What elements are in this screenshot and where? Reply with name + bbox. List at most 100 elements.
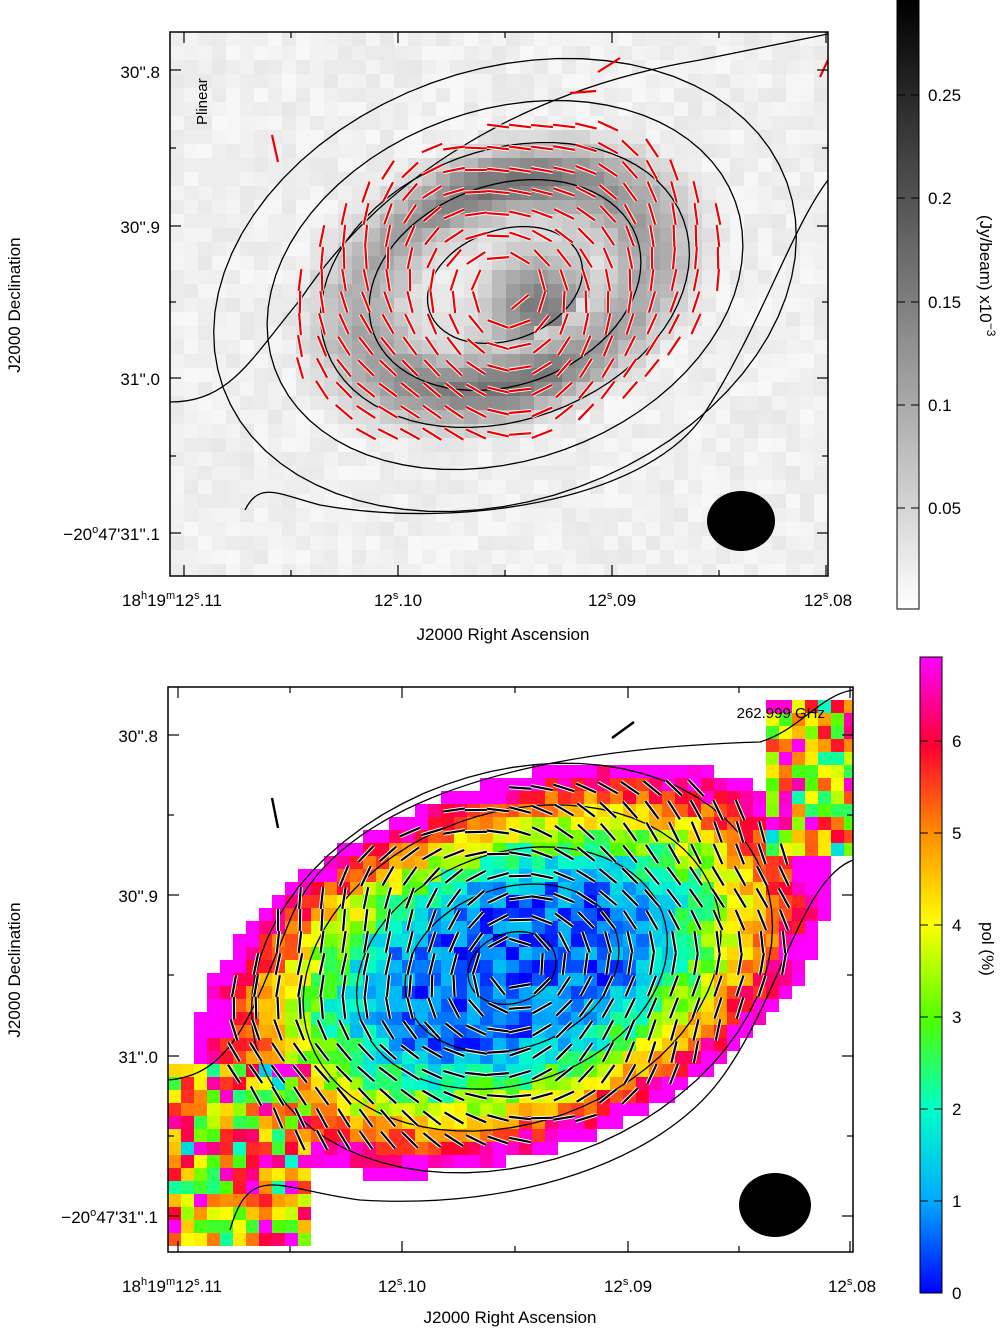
- bottom-image-pixel: [506, 1103, 519, 1116]
- top-vector: [423, 359, 441, 377]
- top-image-pixel: [184, 242, 198, 256]
- bottom-image-pixel: [493, 817, 506, 830]
- bottom-image-pixel: [168, 1116, 181, 1129]
- top-image-pixel: [772, 536, 786, 550]
- top-image-pixel: [408, 74, 422, 88]
- top-image-pixel: [170, 144, 184, 158]
- top-vector: [714, 203, 722, 225]
- top-image-pixel: [660, 88, 674, 102]
- top-image-pixel: [296, 228, 310, 242]
- top-image-pixel: [268, 396, 282, 410]
- bottom-vector: [646, 1063, 658, 1085]
- bottom-image-pixel: [298, 1077, 311, 1090]
- top-image-pixel: [240, 200, 254, 214]
- top-image-pixel: [730, 326, 744, 340]
- top-image-pixel: [800, 32, 814, 46]
- top-image-pixel: [758, 214, 772, 228]
- top-image-pixel: [548, 60, 562, 74]
- top-image-pixel: [492, 32, 506, 46]
- bottom-image-pixel: [584, 765, 597, 778]
- bottom-x-tick-label: 12s.10: [378, 1276, 426, 1296]
- bottom-image-pixel: [350, 908, 363, 921]
- top-image-pixel: [702, 186, 716, 200]
- top-image-pixel: [184, 354, 198, 368]
- bottom-vector: [421, 1068, 443, 1080]
- top-vector: [553, 187, 575, 197]
- top-image-pixel: [184, 102, 198, 116]
- top-image-pixel: [282, 522, 296, 536]
- top-image-pixel: [212, 494, 226, 508]
- bottom-image-pixel: [558, 1077, 571, 1090]
- bottom-vector: [314, 1042, 330, 1062]
- bottom-image-pixel: [233, 1181, 246, 1194]
- top-image-pixel: [436, 522, 450, 536]
- top-image-pixel: [450, 368, 464, 382]
- top-image-pixel: [618, 88, 632, 102]
- bottom-image-pixel: [792, 791, 805, 804]
- top-image-pixel: [296, 424, 310, 438]
- top-image-pixel: [492, 396, 506, 410]
- top-image-pixel: [436, 88, 450, 102]
- bottom-image-pixel: [350, 895, 363, 908]
- top-image-pixel: [282, 326, 296, 340]
- bottom-vector: [779, 843, 789, 865]
- bottom-image-pixel: [168, 1168, 181, 1181]
- top-image-pixel: [576, 172, 590, 186]
- top-image-pixel: [492, 284, 506, 298]
- top-image-pixel: [814, 396, 828, 410]
- top-image-pixel: [772, 172, 786, 186]
- top-image-pixel: [786, 396, 800, 410]
- top-image-pixel: [436, 312, 450, 326]
- top-image-pixel: [604, 410, 618, 424]
- top-intensity-image: [170, 32, 828, 576]
- top-vector: [553, 208, 575, 220]
- bottom-image-pixel: [571, 1064, 584, 1077]
- top-vector: [625, 313, 635, 335]
- bottom-image-pixel: [545, 908, 558, 921]
- top-image-pixel: [702, 270, 716, 284]
- top-image-pixel: [548, 438, 562, 452]
- top-image-pixel: [702, 466, 716, 480]
- top-image-pixel: [716, 368, 730, 382]
- top-image-pixel: [422, 466, 436, 480]
- top-image-pixel: [184, 284, 198, 298]
- bottom-vector: [487, 1002, 509, 1014]
- bottom-image-pixel: [571, 1038, 584, 1051]
- bottom-image-pixel: [181, 1194, 194, 1207]
- top-image-pixel: [338, 88, 352, 102]
- top-vector: [486, 167, 510, 173]
- top-image-pixel: [716, 102, 730, 116]
- top-vector: [672, 224, 676, 248]
- top-image-pixel: [184, 340, 198, 354]
- bottom-image-pixel: [519, 1142, 532, 1155]
- top-image-pixel: [548, 270, 562, 284]
- top-image-pixel: [310, 368, 324, 382]
- bottom-image-pixel: [233, 1155, 246, 1168]
- top-image-pixel: [786, 410, 800, 424]
- bottom-image-pixel: [285, 1155, 298, 1168]
- top-image-pixel: [618, 438, 632, 452]
- top-image-pixel: [450, 102, 464, 116]
- bottom-vector: [252, 974, 260, 998]
- top-image-pixel: [520, 270, 534, 284]
- top-image-pixel: [240, 60, 254, 74]
- top-vector: [577, 227, 595, 245]
- bottom-image-pixel: [454, 960, 467, 973]
- bottom-image-pixel: [506, 882, 519, 895]
- bottom-image-pixel: [792, 856, 805, 869]
- bottom-image-pixel: [519, 1051, 532, 1064]
- top-image-pixel: [212, 354, 226, 368]
- bottom-vector: [552, 1115, 576, 1121]
- bottom-image-pixel: [766, 856, 779, 869]
- top-image-pixel: [604, 60, 618, 74]
- top-image-pixel: [506, 466, 520, 480]
- bottom-image-pixel: [311, 1077, 324, 1090]
- bottom-image-pixel: [415, 804, 428, 817]
- bottom-vector: [446, 888, 462, 908]
- top-vector: [555, 358, 573, 378]
- top-image-pixel: [618, 130, 632, 144]
- bottom-image-pixel: [519, 856, 532, 869]
- bottom-vector: [422, 1110, 442, 1126]
- top-image-pixel: [212, 522, 226, 536]
- top-image-pixel: [394, 102, 408, 116]
